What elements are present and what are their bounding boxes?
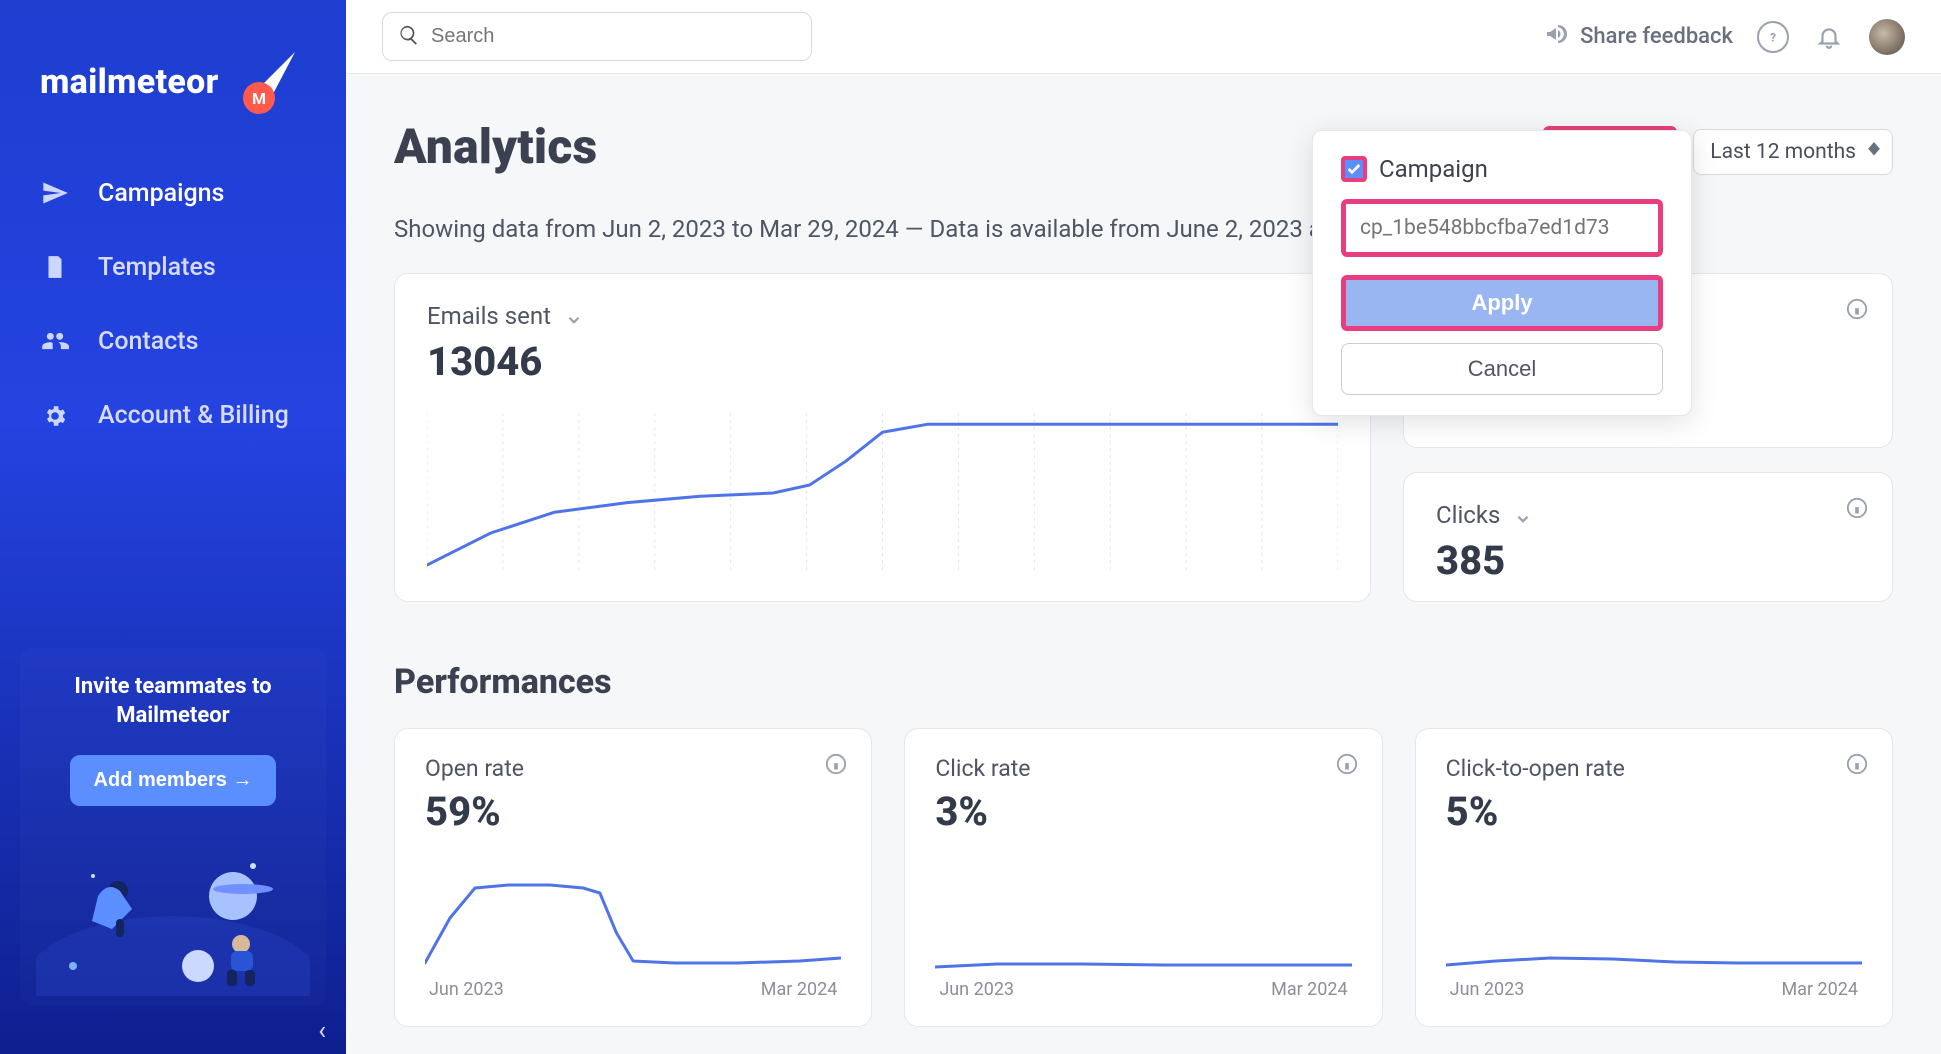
invite-card: Invite teammates to Mailmeteor Add membe… (20, 648, 326, 1006)
axis-labels: Jun 2023 Mar 2024 (425, 979, 841, 1000)
campaign-id-input[interactable] (1341, 199, 1663, 257)
info-icon[interactable] (1846, 753, 1868, 775)
sidebar-item-label: Templates (98, 253, 216, 282)
click-rate-value: 3% (935, 788, 1351, 835)
sidebar-item-label: Account & Billing (98, 400, 289, 431)
cto-rate-value: 5% (1446, 788, 1862, 835)
sidebar-item-contacts[interactable]: Contacts (0, 304, 346, 378)
info-icon[interactable] (1846, 497, 1868, 519)
campaign-label: Campaign (1379, 155, 1488, 183)
document-icon (40, 252, 70, 282)
open-rate-chart (425, 873, 841, 973)
sidebar-item-templates[interactable]: Templates (0, 230, 346, 304)
invite-title: Invite teammates to Mailmeteor (36, 672, 310, 731)
cto-rate-label: Click-to-open rate (1446, 755, 1862, 782)
info-icon[interactable] (1336, 753, 1358, 775)
emails-sent-label: Emails sent (427, 302, 551, 330)
sidebar-item-label: Contacts (98, 327, 198, 356)
performances-row: Open rate 59% Jun 2023 Mar 2024 Click ra… (394, 728, 1893, 1027)
collapse-sidebar-button[interactable]: ‹ (318, 1016, 326, 1046)
apply-button[interactable]: Apply (1341, 275, 1663, 331)
info-icon[interactable] (825, 753, 847, 775)
megaphone-icon (1544, 22, 1568, 52)
open-rate-label: Open rate (425, 755, 841, 782)
invite-illustration (36, 826, 310, 996)
open-rate-card: Open rate 59% Jun 2023 Mar 2024 (394, 728, 872, 1027)
clicks-value: 385 (1436, 537, 1860, 584)
cto-rate-card: Click-to-open rate 5% Jun 2023 Mar 2024 (1415, 728, 1893, 1027)
filter-popover: Campaign Apply Cancel (1312, 130, 1692, 416)
date-range-select[interactable]: Last 12 months (1693, 129, 1893, 175)
people-icon (40, 326, 70, 356)
svg-text:M: M (252, 89, 266, 108)
chevron-down-icon[interactable] (1514, 506, 1532, 524)
search-wrap (382, 12, 812, 61)
send-icon (40, 178, 70, 208)
sidebar-nav: Campaigns Templates Contacts Account & B… (0, 156, 346, 624)
help-icon[interactable]: ? (1757, 21, 1789, 53)
cto-rate-chart (1446, 873, 1862, 973)
gear-icon (40, 401, 70, 431)
add-members-button[interactable]: Add members → (70, 755, 277, 806)
emails-sent-value: 13046 (427, 338, 1338, 385)
search-input[interactable] (382, 12, 812, 61)
bell-icon[interactable] (1813, 21, 1845, 53)
main: Share feedback ? Analytics Filter Last 1… (346, 0, 1941, 1054)
sidebar-item-campaigns[interactable]: Campaigns (0, 156, 346, 230)
brand-logo[interactable]: mailmeteor M (0, 24, 346, 156)
filter-campaign-row: Campaign (1341, 155, 1663, 183)
avatar[interactable] (1869, 19, 1905, 55)
performances-title: Performances (394, 662, 1893, 702)
axis-labels: Jun 2023 Mar 2024 (935, 979, 1351, 1000)
emails-sent-card: Emails sent 13046 (394, 273, 1371, 602)
brand-name: mailmeteor (40, 62, 219, 102)
clicks-label: Clicks (1436, 501, 1500, 529)
svg-text:?: ? (1770, 30, 1776, 44)
content: Analytics Filter Last 12 months Campaign (346, 74, 1941, 1054)
sidebar: mailmeteor M Campaigns Template (0, 0, 346, 1054)
share-feedback-link[interactable]: Share feedback (1544, 22, 1733, 52)
axis-labels: Jun 2023 Mar 2024 (1446, 979, 1862, 1000)
open-rate-value: 59% (425, 788, 841, 835)
clicks-card: Clicks 385 (1403, 472, 1893, 602)
comet-icon: M (233, 48, 301, 116)
sidebar-item-account[interactable]: Account & Billing (0, 378, 346, 453)
info-icon[interactable] (1846, 298, 1868, 320)
click-rate-label: Click rate (935, 755, 1351, 782)
campaign-checkbox[interactable] (1341, 156, 1367, 182)
cancel-button[interactable]: Cancel (1341, 343, 1663, 395)
emails-sent-chart (427, 413, 1338, 573)
chevron-down-icon[interactable] (565, 307, 583, 325)
click-rate-chart (935, 873, 1351, 973)
click-rate-card: Click rate 3% Jun 2023 Mar 2024 (904, 728, 1382, 1027)
sidebar-item-label: Campaigns (98, 179, 224, 208)
search-icon (398, 24, 420, 50)
topbar: Share feedback ? (346, 0, 1941, 74)
